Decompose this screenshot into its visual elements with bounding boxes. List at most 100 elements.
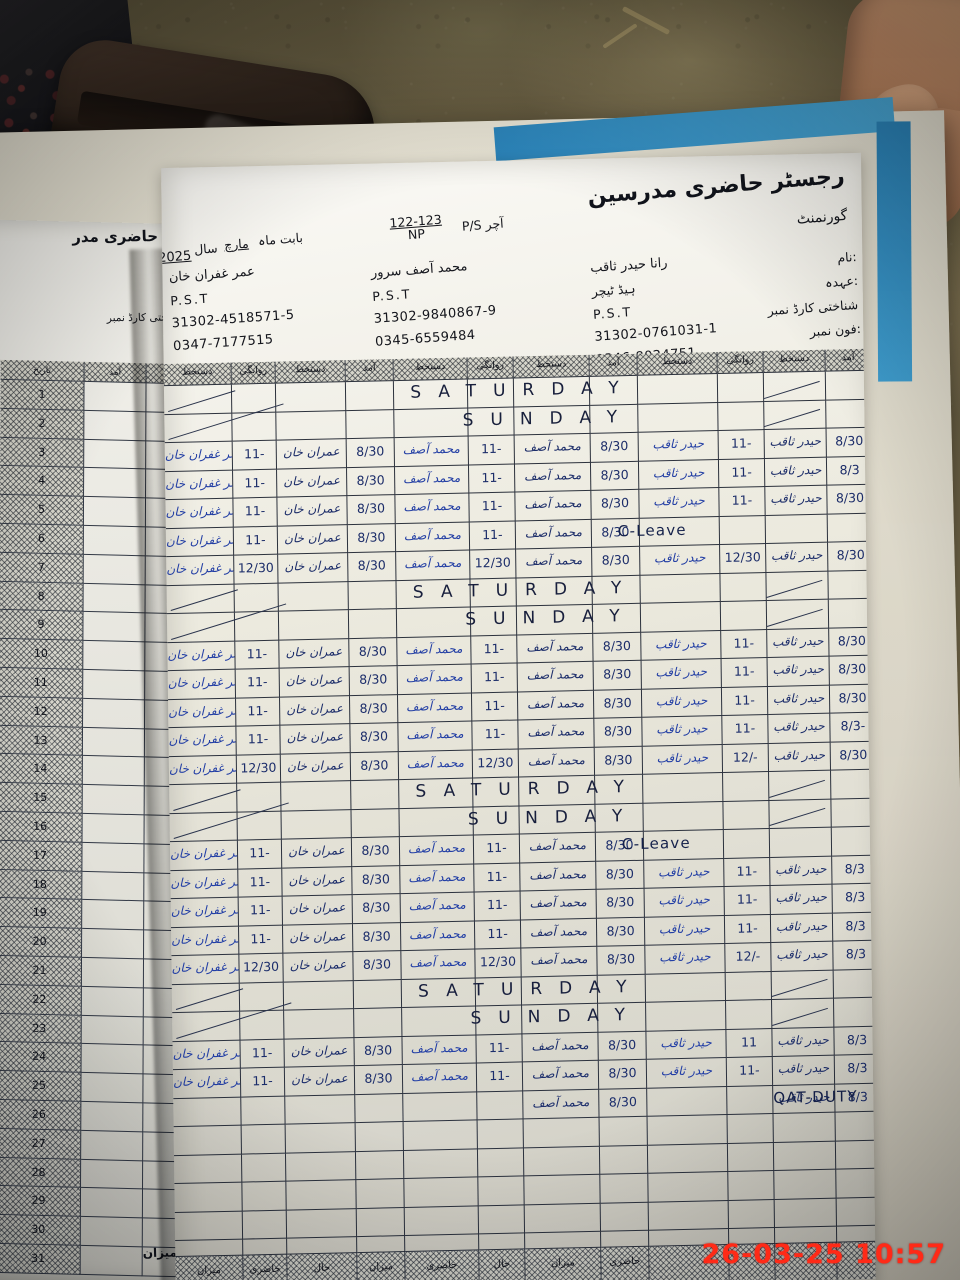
- cell-t2_arr[interactable]: 8/30: [593, 689, 643, 719]
- cell-t2_sig_dep[interactable]: محمد آصف: [398, 749, 474, 781]
- cell-t3_sig_arr[interactable]: عمران خان: [278, 553, 349, 584]
- cell-t3_arr[interactable]: 8/30: [349, 666, 398, 696]
- cell-t3_sig_dep[interactable]: [164, 413, 233, 444]
- cell-t3_sig_dep[interactable]: عمر غفران خان: [172, 1040, 241, 1071]
- left-page-cell[interactable]: [83, 641, 146, 672]
- cell-t2_sig_arr[interactable]: محمد آصف: [516, 547, 593, 578]
- cell-t2_arr[interactable]: 8/30: [591, 489, 640, 520]
- cell-t3_sig_arr[interactable]: [286, 1180, 357, 1211]
- cell-t1_sig_arr[interactable]: حیدر ثاقب: [772, 1027, 835, 1057]
- cell-t3_sig_dep[interactable]: عمر غفران خان: [166, 555, 235, 586]
- cell-t1_arr[interactable]: [836, 1168, 876, 1199]
- cell-t1_sig_dep[interactable]: حیدر ثاقب: [642, 716, 723, 747]
- cell-t2_sig_arr[interactable]: محمد آصف: [519, 832, 597, 863]
- left-page-cell[interactable]: [80, 1188, 144, 1219]
- cell-t1_sig_arr[interactable]: حیدر ثاقب: [768, 742, 832, 773]
- cell-t3_sig_dep[interactable]: عمر غفران خان: [167, 669, 237, 700]
- cell-t2_sig_dep[interactable]: محمد آصف: [395, 521, 471, 553]
- cell-t2_arr[interactable]: 8/30: [593, 660, 642, 691]
- cell-t2_sig_arr[interactable]: محمد آصف: [518, 718, 595, 749]
- cell-t3_sig_arr[interactable]: عمران خان: [280, 695, 351, 726]
- cell-t3_sig_arr[interactable]: عمران خان: [277, 496, 348, 527]
- cell-t2_sig_arr[interactable]: محمد آصف: [517, 633, 594, 664]
- cell-t3_sig_dep[interactable]: [171, 983, 241, 1014]
- cell-t2_arr[interactable]: 8/30: [590, 461, 640, 491]
- cell-t1_dep[interactable]: 12/30: [720, 544, 767, 574]
- cell-t2_dep[interactable]: [478, 1176, 525, 1206]
- cell-t1_dep[interactable]: 11-: [721, 658, 768, 688]
- cell-t3_sig_dep[interactable]: عمر غفران خان: [167, 641, 236, 672]
- left-page-cell[interactable]: [82, 756, 145, 787]
- cell-t3_arr[interactable]: 8/30: [352, 922, 402, 953]
- cell-t2_sig_dep[interactable]: محمد آصف: [401, 949, 476, 980]
- cell-t3_sig_arr[interactable]: [286, 1208, 358, 1239]
- cell-t2_dep[interactable]: 11-: [471, 691, 519, 722]
- cell-t2_arr[interactable]: [600, 1202, 650, 1232]
- cell-t1_sig_arr[interactable]: حیدر ثاقب: [764, 428, 827, 459]
- cell-t3_dep[interactable]: 11-: [236, 697, 281, 727]
- cell-t2_sig_dep[interactable]: [403, 1091, 478, 1123]
- cell-t2_sig_arr[interactable]: محمد آصف: [523, 1089, 600, 1120]
- cell-t2_sig_dep[interactable]: محمد آصف: [395, 493, 470, 524]
- cell-t3_sig_arr[interactable]: [285, 1094, 356, 1125]
- cell-t2_sig_dep[interactable]: محمد آصف: [402, 1063, 478, 1094]
- cell-t2_sig_arr[interactable]: محمد آصف: [515, 490, 592, 521]
- cell-t3_sig_arr[interactable]: عمران خان: [276, 439, 348, 470]
- cell-t3_sig_arr[interactable]: [285, 1123, 356, 1154]
- cell-t3_dep[interactable]: 11-: [238, 925, 284, 955]
- cell-t1_arr[interactable]: [831, 769, 876, 800]
- cell-t2_sig_arr[interactable]: محمد آصف: [522, 1032, 599, 1063]
- cell-t2_sig_arr[interactable]: [523, 1117, 600, 1148]
- cell-t1_sig_dep[interactable]: حیدر ثاقب: [644, 915, 726, 946]
- cell-t2_dep[interactable]: [477, 1119, 524, 1149]
- cell-t2_sig_dep[interactable]: [404, 1205, 480, 1237]
- cell-t3_sig_arr[interactable]: عمران خان: [284, 1066, 356, 1097]
- left-page-cell[interactable]: [83, 698, 146, 729]
- cell-t2_dep[interactable]: 11-: [474, 891, 521, 921]
- cell-t1_dep[interactable]: 12/-: [725, 942, 772, 973]
- cell-t2_arr[interactable]: 8/30: [594, 717, 643, 748]
- cell-t3_dep[interactable]: 11-: [237, 839, 283, 870]
- cell-t1_sig_arr[interactable]: حیدر ثاقب: [771, 941, 834, 972]
- cell-t3_dep[interactable]: [241, 1153, 287, 1183]
- cell-t3_arr[interactable]: 8/30: [352, 894, 401, 924]
- cell-t3_arr[interactable]: [356, 1207, 406, 1238]
- cell-t3_sig_arr[interactable]: عمران خان: [279, 667, 350, 698]
- cell-t3_sig_dep[interactable]: عمر غفران خان: [165, 470, 234, 501]
- left-page-cell[interactable]: [83, 612, 146, 643]
- left-page-cell[interactable]: [81, 1015, 144, 1046]
- cell-t2_dep[interactable]: 11-: [471, 634, 518, 665]
- cell-t1_dep[interactable]: 11-: [721, 686, 769, 717]
- cell-t1_sig_dep[interactable]: حیدر ثاقب: [641, 659, 722, 690]
- cell-t3_arr[interactable]: 8/30: [347, 466, 396, 497]
- cell-t2_dep[interactable]: 11-: [469, 520, 517, 551]
- cell-t2_arr[interactable]: 8/30: [599, 1088, 648, 1118]
- cell-t1_arr[interactable]: 8/3: [834, 1026, 876, 1056]
- cell-t3_sig_arr[interactable]: عمران خان: [282, 866, 353, 897]
- cell-t3_dep[interactable]: 11-: [233, 526, 279, 556]
- cell-t3_sig_dep[interactable]: [174, 1182, 243, 1213]
- left-page-cell[interactable]: [82, 900, 145, 931]
- cell-t2_dep[interactable]: 11-: [468, 463, 516, 494]
- cell-t3_sig_arr[interactable]: عمران خان: [283, 952, 354, 983]
- cell-t1_sig_arr[interactable]: [773, 1141, 837, 1171]
- cell-t1_sig_arr[interactable]: حیدر ثاقب: [767, 685, 831, 716]
- cell-t3_dep[interactable]: 11-: [238, 896, 283, 927]
- cell-t2_sig_arr[interactable]: محمد آصف: [515, 519, 593, 550]
- left-page-cell[interactable]: [82, 871, 145, 902]
- cell-t2_dep[interactable]: 11-: [472, 720, 519, 750]
- cell-t2_arr[interactable]: 8/30: [596, 917, 646, 947]
- cell-t2_dep[interactable]: [478, 1204, 526, 1235]
- cell-t3_dep[interactable]: 11-: [235, 668, 281, 699]
- cell-t3_dep[interactable]: 12/30: [234, 554, 279, 585]
- cell-t3_sig_arr[interactable]: عمران خان: [282, 895, 353, 926]
- cell-t1_sig_dep[interactable]: [647, 1114, 728, 1146]
- cell-t1_sig_arr[interactable]: حیدر ثاقب: [772, 1055, 836, 1086]
- cell-t1_dep[interactable]: 11-: [719, 487, 766, 517]
- cell-t2_dep[interactable]: 11-: [469, 492, 516, 522]
- cell-t2_sig_arr[interactable]: محمد آصف: [521, 946, 598, 977]
- cell-t3_dep[interactable]: 11-: [240, 1039, 285, 1069]
- cell-t1_dep[interactable]: [727, 1085, 774, 1115]
- cell-t2_sig_dep[interactable]: محمد آصف: [400, 892, 475, 923]
- cell-t2_sig_dep[interactable]: [404, 1177, 479, 1208]
